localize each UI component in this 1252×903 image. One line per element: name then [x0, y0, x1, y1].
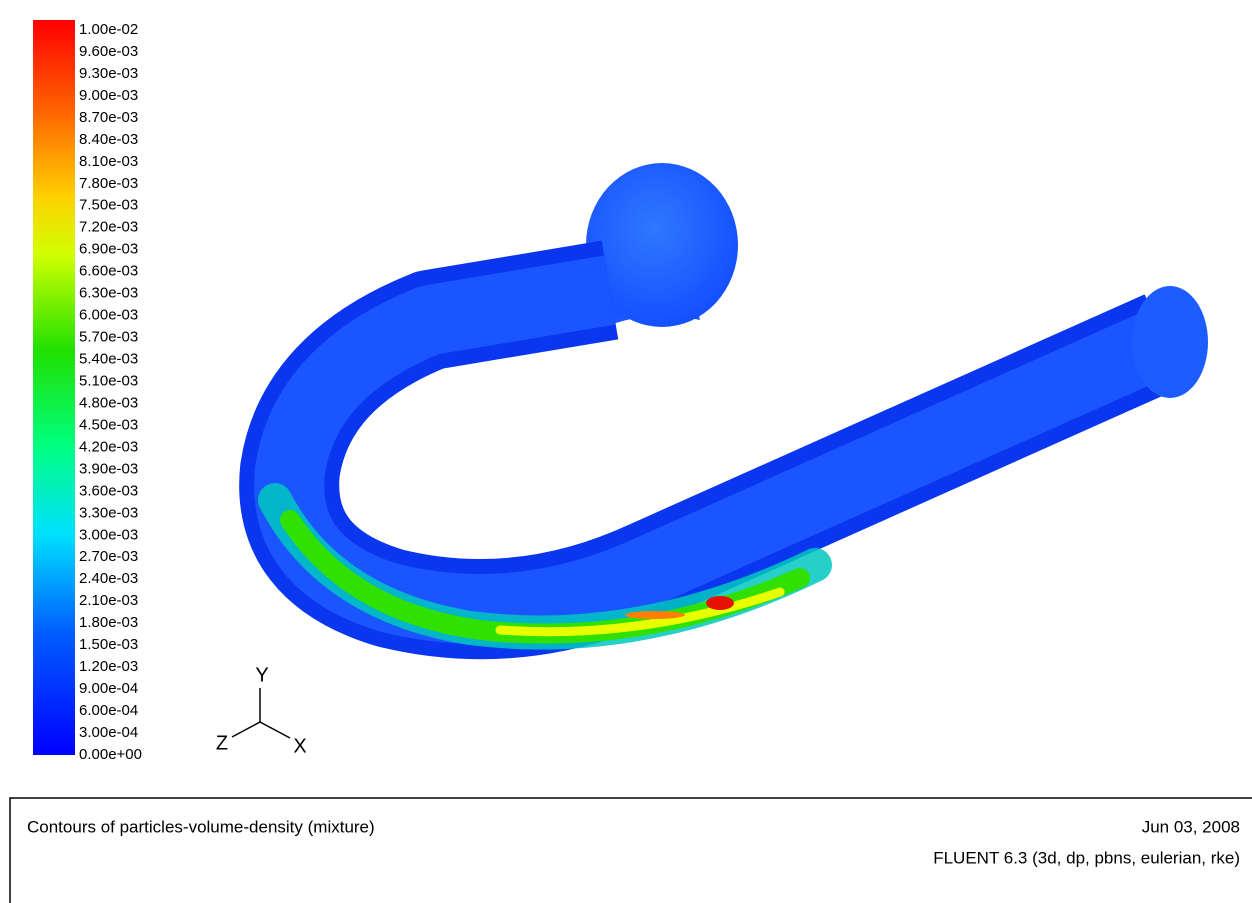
- footer-box: [9, 797, 1252, 903]
- legend-label: 7.20e-03: [79, 219, 138, 236]
- legend: 1.00e-02 9.60e-03 9.30e-03 9.00e-03 8.70e-03…: [79, 21, 142, 763]
- legend-label: 2.70e-03: [79, 548, 138, 565]
- legend-label: 7.80e-03: [79, 175, 138, 192]
- axis-label: Z: [216, 732, 228, 754]
- legend-label: 9.00e-04: [79, 680, 138, 697]
- legend-label: 3.90e-03: [79, 460, 138, 477]
- footer-solver: FLUENT 6.3 (3d, dp, pbns, eulerian, rke): [933, 848, 1240, 867]
- legend-label: 4.20e-03: [79, 438, 138, 455]
- legend-label: 5.40e-03: [79, 351, 138, 368]
- legend-label: 3.30e-03: [79, 504, 138, 521]
- legend-label: 6.30e-03: [79, 285, 138, 302]
- axis-triad: [231, 688, 291, 739]
- legend-label: 5.70e-03: [79, 329, 138, 346]
- legend-label: 6.60e-03: [79, 263, 138, 280]
- legend-label: 4.50e-03: [79, 416, 138, 433]
- legend-label: 2.10e-03: [79, 592, 138, 609]
- legend-label: 4.80e-03: [79, 394, 138, 411]
- color-bar: [33, 20, 75, 755]
- pipe: [239, 163, 1208, 660]
- legend-label: 3.60e-03: [79, 482, 138, 499]
- legend-label: 6.00e-04: [79, 702, 138, 719]
- legend-label: 5.10e-03: [79, 372, 138, 389]
- legend-label: 8.10e-03: [79, 153, 138, 170]
- legend-label: 9.30e-03: [79, 65, 138, 82]
- legend-label: 3.00e-04: [79, 724, 138, 741]
- legend-label: 1.00e-02: [79, 21, 138, 38]
- legend-label: 1.80e-03: [79, 614, 138, 631]
- legend-label: 9.60e-03: [79, 43, 138, 60]
- footer-date: Jun 03, 2008: [1142, 817, 1240, 836]
- legend-label: 9.00e-03: [79, 87, 138, 104]
- legend-label: 7.50e-03: [79, 197, 138, 214]
- legend-label: 1.20e-03: [79, 658, 138, 675]
- axis-label: Y: [255, 664, 268, 686]
- legend-label: 6.90e-03: [79, 241, 138, 258]
- legend-label: 6.00e-03: [79, 307, 138, 324]
- legend-label: 1.50e-03: [79, 636, 138, 653]
- axis-label: X: [293, 735, 306, 757]
- legend-label: 8.70e-03: [79, 109, 138, 126]
- legend-label: 3.00e-03: [79, 526, 138, 543]
- footer-title: Contours of particles-volume-density (mi…: [27, 817, 375, 836]
- legend-label: 8.40e-03: [79, 131, 138, 148]
- legend-label: 0.00e+00: [79, 746, 142, 763]
- legend-label: 2.40e-03: [79, 570, 138, 587]
